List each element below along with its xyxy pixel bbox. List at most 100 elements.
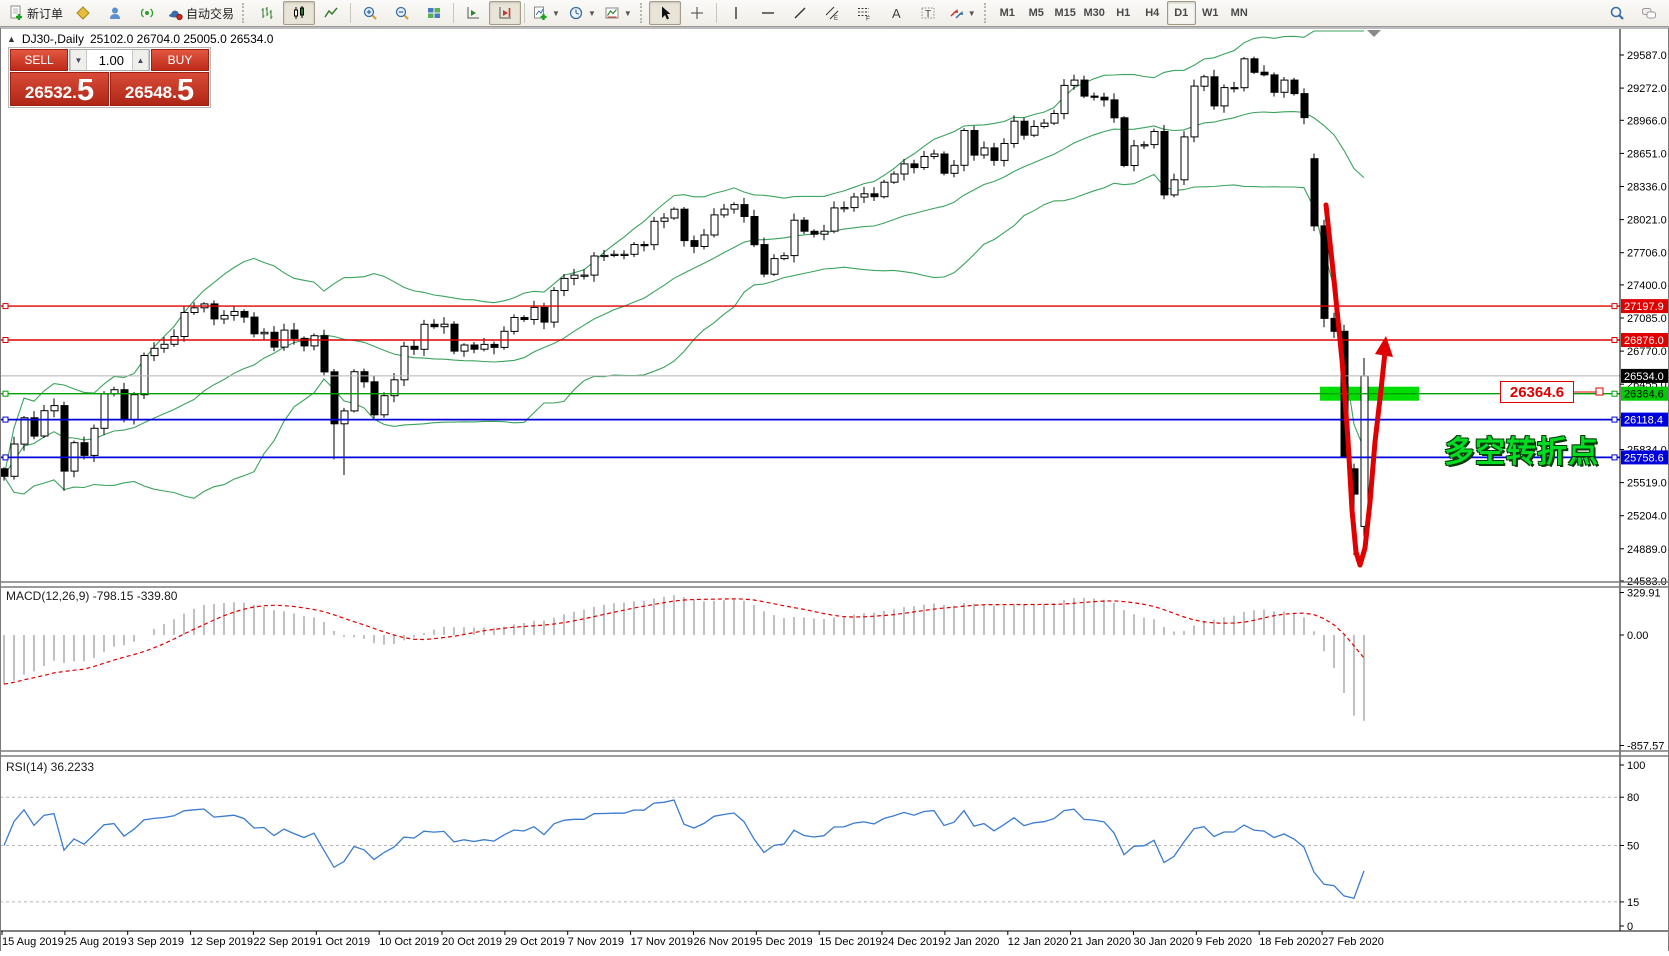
timeframe-button-m5[interactable]: M5: [1028, 7, 1044, 19]
svg-text:15: 15: [1627, 897, 1639, 909]
buy-price-display[interactable]: 26548 . 5: [110, 72, 209, 106]
toolbar-drag-handle[interactable]: [639, 3, 645, 23]
fibonacci-icon: F: [857, 8, 870, 21]
svg-text:2 Jan 2020: 2 Jan 2020: [945, 936, 999, 948]
sell-price-display[interactable]: 26532 . 5: [10, 72, 109, 106]
new-order-label: 新订单: [27, 6, 64, 21]
trend-arrow-head: [1375, 336, 1393, 357]
zoom-in-button[interactable]: [354, 1, 386, 25]
new-order-icon: [10, 5, 22, 20]
zoom-out-button[interactable]: [386, 1, 418, 25]
arrows-caret-icon: ▼: [967, 8, 976, 18]
periods-button[interactable]: ▼: [564, 1, 600, 25]
svg-text:25 Aug 2019: 25 Aug 2019: [65, 936, 127, 948]
crosshair-button[interactable]: [681, 1, 713, 25]
svg-text:100: 100: [1627, 760, 1645, 772]
chart-title: ▲ DJ30-,Daily 25102.0 26704.0 25005.0 26…: [7, 32, 273, 46]
channel-button[interactable]: E: [816, 1, 848, 25]
ohlc-values: 25102.0 26704.0 25005.0 26534.0: [89, 32, 274, 46]
text-button[interactable]: A: [880, 1, 912, 25]
periods-caret-icon: ▼: [587, 8, 596, 18]
templates-caret-icon: ▼: [623, 8, 632, 18]
timeframe-button-w1[interactable]: W1: [1201, 7, 1219, 19]
equidistant-channel-icon: E: [825, 6, 839, 21]
rsi-label: RSI(14) 36.2233: [6, 760, 95, 774]
volume-up-button[interactable]: ▲: [132, 50, 149, 70]
bar-chart-button[interactable]: [251, 1, 283, 25]
horizontal-line-button[interactable]: [752, 1, 784, 25]
timeframe-button-m30[interactable]: M30: [1083, 7, 1105, 19]
buy-price-dot: .: [172, 83, 177, 102]
buy-button[interactable]: BUY: [151, 49, 209, 71]
svg-text:15 Dec 2019: 15 Dec 2019: [819, 936, 881, 948]
buy-price-int: 26548: [124, 83, 173, 102]
search-button[interactable]: [1601, 1, 1633, 25]
timeframe-button-m15[interactable]: M15: [1054, 7, 1076, 19]
autotrading-label: 自动交易: [186, 6, 235, 21]
chat-button[interactable]: [1633, 1, 1665, 25]
community-button[interactable]: [99, 1, 131, 25]
svg-text:26 Nov 2019: 26 Nov 2019: [694, 936, 756, 948]
quotes-button[interactable]: [67, 1, 99, 25]
sell-price-dot: .: [72, 83, 77, 102]
volume-value[interactable]: 1.00: [98, 52, 124, 68]
arrows-button[interactable]: ▼: [944, 1, 980, 25]
svg-text:18 Feb 2020: 18 Feb 2020: [1259, 936, 1321, 948]
svg-text:28651.0: 28651.0: [1627, 148, 1667, 160]
templates-icon: [605, 7, 619, 19]
cursor-button[interactable]: [648, 1, 681, 25]
timeframe-button-h1[interactable]: H1: [1116, 7, 1131, 19]
cn-annotation-text[interactable]: 多空转折点: [1444, 436, 1599, 469]
main-toolbar: 新订单 自动交易: [0, 0, 1669, 27]
label-button[interactable]: T: [912, 1, 944, 25]
price-callout-label[interactable]: 26364.6: [1500, 381, 1574, 403]
timeframe-button-h4[interactable]: H4: [1145, 7, 1160, 19]
auto-scroll-button[interactable]: [457, 1, 489, 25]
svg-text:25758.6: 25758.6: [1624, 452, 1664, 464]
line-chart-button[interactable]: [315, 1, 347, 25]
toolbar-drag-handle[interactable]: [983, 3, 989, 23]
svg-text:17 Nov 2019: 17 Nov 2019: [631, 936, 693, 948]
trendline-icon: [794, 7, 806, 19]
autotrading-button[interactable]: 自动交易: [163, 1, 238, 25]
label-icon: T: [921, 7, 935, 20]
svg-text:10 Oct 2019: 10 Oct 2019: [379, 936, 439, 948]
signals-icon: [140, 8, 154, 18]
sell-button[interactable]: SELL: [10, 49, 68, 71]
signals-button[interactable]: [131, 1, 163, 25]
svg-text:27085.0: 27085.0: [1627, 313, 1667, 325]
timeframe-button-d1[interactable]: D1: [1166, 1, 1196, 25]
indicators-caret-icon: ▼: [552, 8, 560, 18]
timeframe-button-m1[interactable]: M1: [999, 7, 1015, 19]
volume-down-button[interactable]: ▼: [70, 50, 87, 70]
toolbar-drag-handle[interactable]: [242, 3, 247, 23]
svg-text:30 Jan 2020: 30 Jan 2020: [1134, 936, 1195, 948]
trend-arrow[interactable]: [1323, 202, 1388, 568]
svg-text:9 Feb 2020: 9 Feb 2020: [1196, 936, 1252, 948]
vertical-line-button[interactable]: [720, 1, 752, 25]
new-order-button[interactable]: 新订单: [4, 1, 67, 25]
tile-windows-button[interactable]: [418, 1, 450, 25]
fibonacci-button[interactable]: F: [848, 1, 880, 25]
collapse-marker-icon[interactable]: ▲: [7, 34, 16, 44]
svg-text:21 Jan 2020: 21 Jan 2020: [1071, 936, 1132, 948]
svg-text:5 Dec 2019: 5 Dec 2019: [756, 936, 812, 948]
line-chart-icon: [324, 7, 338, 18]
sell-price-int: 26532: [24, 83, 73, 102]
indicators-button[interactable]: ▼: [528, 1, 564, 25]
candle-chart-button[interactable]: [283, 1, 316, 25]
volume-stepper: ▼ 1.00 ▲: [69, 49, 150, 71]
svg-text:E: E: [834, 16, 838, 21]
autotrading-hat-icon: [169, 10, 183, 21]
timeframe-button-mn[interactable]: MN: [1230, 7, 1248, 19]
svg-text:25519.0: 25519.0: [1627, 478, 1667, 490]
shift-marker-icon[interactable]: [1367, 30, 1381, 37]
svg-text:12 Jan 2020: 12 Jan 2020: [1008, 936, 1069, 948]
chart-shift-button[interactable]: [489, 1, 522, 25]
svg-text:27400.0: 27400.0: [1627, 280, 1667, 292]
search-icon: [1610, 6, 1624, 20]
trendline-button[interactable]: [784, 1, 816, 25]
templates-button[interactable]: ▼: [600, 1, 636, 25]
